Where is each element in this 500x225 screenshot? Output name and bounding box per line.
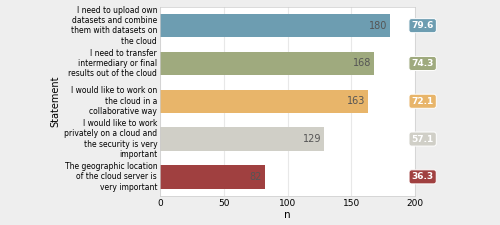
Text: 163: 163 [347,96,366,106]
Text: 82: 82 [250,172,262,182]
Bar [160,127,324,151]
Text: 36.3: 36.3 [412,172,434,181]
Text: 180: 180 [368,21,387,31]
Text: 168: 168 [354,58,372,68]
Text: 79.6: 79.6 [412,21,434,30]
X-axis label: n: n [284,210,291,220]
Bar [160,52,374,75]
Text: 74.3: 74.3 [412,59,434,68]
Y-axis label: Statement: Statement [50,76,60,127]
Text: 72.1: 72.1 [412,97,434,106]
Bar [160,90,368,113]
Text: 57.1: 57.1 [412,135,434,144]
Bar [160,14,390,37]
Bar [160,165,264,189]
Text: 129: 129 [304,134,322,144]
